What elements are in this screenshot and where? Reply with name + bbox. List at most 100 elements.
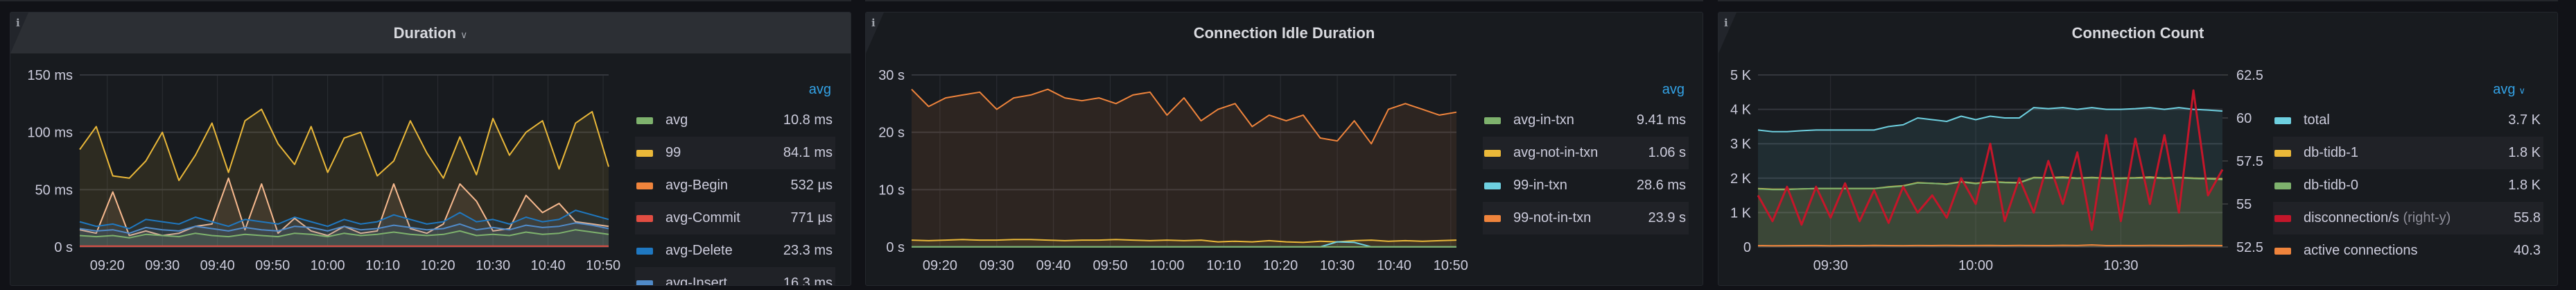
y2-tick-label: 57.5 (2236, 154, 2263, 169)
series-color-swatch[interactable] (636, 280, 653, 285)
legend-item[interactable]: avg-Begin 532 µs (635, 169, 835, 202)
x-tick-label: 09:30 (145, 258, 180, 273)
legend-sort-header[interactable]: avg (1662, 82, 1685, 97)
series-color-swatch[interactable] (636, 149, 653, 157)
legend-value: 23.9 s (1648, 210, 1686, 225)
legend-name: avg-Insert (665, 275, 727, 286)
legend-sort-header[interactable]: avg (808, 82, 831, 97)
y-tick-label: 2 K (1730, 171, 1752, 187)
legend: avg avg-in-txn 9.41 ms avg-not-in-txn 1.06… (1483, 75, 1689, 285)
legend-value: 40.3 (2514, 243, 2541, 258)
series-fill (80, 230, 609, 247)
legend-item[interactable]: db-tidb-0 1.8 K (2273, 169, 2543, 202)
y2-tick-label: 62.5 (2236, 68, 2263, 83)
legend-item[interactable]: avg-Delete 23.3 ms (635, 234, 835, 267)
series-color-swatch[interactable] (2274, 247, 2291, 255)
panel-header[interactable]: i Connection Count (1718, 12, 2557, 53)
legend-value: 28.6 ms (1636, 178, 1686, 193)
chevron-down-icon: ∨ (2518, 85, 2525, 96)
series-color-swatch[interactable] (2274, 182, 2291, 189)
legend-value: 1.8 K (2508, 145, 2541, 160)
legend-name: db-tidb-0 (2304, 178, 2358, 193)
series-line (79, 229, 609, 239)
legend-value: 16.3 ms (783, 275, 833, 286)
y-tick-label: 3 K (1730, 137, 1752, 152)
series-color-swatch[interactable] (636, 214, 653, 222)
y-tick-label: 100 ms (27, 126, 73, 141)
x-tick-label: 10:10 (1206, 258, 1241, 273)
series-color-swatch[interactable] (1484, 149, 1501, 157)
panel-header[interactable]: i Connection Idle Duration (866, 12, 1703, 53)
x-tick-label: 10:20 (1263, 258, 1298, 273)
series-color-swatch[interactable] (2274, 149, 2291, 157)
previous-row-border (865, 0, 1703, 1)
y-tick-label: 0 s (54, 240, 73, 255)
series-fill (912, 89, 1456, 247)
legend-item[interactable]: active connections 40.3 (2273, 234, 2543, 267)
legend-item[interactable]: disconnection/s (right-y) 55.8 (2273, 202, 2543, 234)
legend-item[interactable]: total 3.7 K (2273, 104, 2543, 137)
x-tick-label: 09:20 (923, 258, 957, 273)
x-tick-label: 10:30 (2103, 258, 2138, 273)
panel-header[interactable]: i Duration ∨ (10, 12, 851, 53)
series-color-swatch[interactable] (2274, 117, 2291, 124)
x-tick-label: 10:40 (531, 258, 566, 273)
y-tick-label: 10 s (878, 182, 905, 198)
legend-name: active connections (2304, 243, 2418, 258)
legend-name: avg-not-in-txn (1513, 145, 1599, 160)
legend-item[interactable]: avg 10.8 ms (635, 104, 835, 137)
info-icon[interactable]: i (16, 17, 20, 29)
right-y-tag: (right-y) (2403, 210, 2451, 225)
series-color-swatch[interactable] (1484, 117, 1501, 124)
info-icon[interactable]: i (871, 17, 876, 29)
legend-value: 84.1 ms (783, 145, 833, 160)
series-fill (80, 109, 609, 247)
legend-value: 9.41 ms (1636, 112, 1686, 128)
y-tick-label: 20 s (878, 126, 905, 141)
y2-tick-label: 60 (2236, 111, 2252, 126)
duration-chart[interactable]: 09:20 09:30 09:40 09:50 10:00 10:10 10:20 10:30… (10, 12, 851, 286)
series-color-swatch[interactable] (1484, 214, 1501, 222)
previous-row-border (1718, 0, 2558, 1)
panel-title[interactable]: Duration ∨ (10, 24, 851, 42)
idle-duration-chart[interactable]: 09:20 09:30 09:40 09:50 10:00 10:10 10:20 10:30… (866, 12, 1703, 286)
legend-value: 771 µs (790, 210, 833, 225)
panel-duration: i Duration ∨ 09:20 09:30 09:40 09:50 10:00 10:… (10, 12, 851, 286)
legend-item[interactable]: 99-not-in-txn 23.9 s (1483, 202, 1689, 234)
series-color-swatch[interactable] (636, 117, 653, 124)
legend-item[interactable]: 99 84.1 ms (635, 137, 835, 169)
series-color-swatch[interactable] (1484, 182, 1501, 189)
panel-title[interactable]: Connection Idle Duration (1193, 24, 1375, 42)
x-tick-label: 10:30 (1320, 258, 1355, 273)
x-tick-label: 10:50 (586, 258, 620, 273)
info-corner[interactable] (1718, 12, 1737, 53)
chevron-down-icon[interactable]: ∨ (460, 29, 468, 40)
legend-sort-header[interactable]: avg ∨ (2273, 75, 2543, 104)
series-color-swatch[interactable] (636, 247, 653, 255)
legend-item[interactable]: avg-not-in-txn 1.06 s (1483, 137, 1689, 169)
info-icon[interactable]: i (1724, 17, 1728, 29)
x-tick-label: 10:30 (476, 258, 510, 273)
series-fill (1758, 177, 2222, 247)
y2-tick-label: 52.5 (2236, 240, 2263, 255)
legend-name: disconnection/s (right-y) (2304, 210, 2514, 226)
legend-item[interactable]: avg-in-txn 9.41 ms (1483, 104, 1689, 137)
legend-item[interactable]: db-tidb-1 1.8 K (2273, 137, 2543, 169)
connection-count-chart[interactable]: 09:30 10:00 10:30 0 1 K 2 K 3 K 4 K 5 K 52.5 55 57.… (1718, 12, 2558, 286)
y-tick-label: 150 ms (27, 68, 73, 83)
legend-value: 23.3 ms (783, 243, 833, 258)
info-corner[interactable] (866, 12, 884, 53)
series-color-swatch[interactable] (2274, 214, 2291, 222)
legend-item[interactable]: avg-Insert 16.3 ms (635, 267, 835, 286)
legend-value: 3.7 K (2508, 112, 2541, 128)
series-color-swatch[interactable] (636, 182, 653, 189)
panel-title[interactable]: Connection Count (2071, 24, 2204, 42)
y-tick-label: 5 K (1730, 68, 1752, 83)
legend-item[interactable]: 99-in-txn 28.6 ms (1483, 169, 1689, 202)
legend-sort-label: avg (2493, 82, 2516, 97)
legend-value: 532 µs (790, 178, 833, 193)
legend-item[interactable]: avg-Commit 771 µs (635, 202, 835, 234)
x-tick-label: 09:40 (1036, 258, 1071, 273)
x-tick-label: 09:30 (980, 258, 1014, 273)
info-corner[interactable] (10, 12, 28, 53)
